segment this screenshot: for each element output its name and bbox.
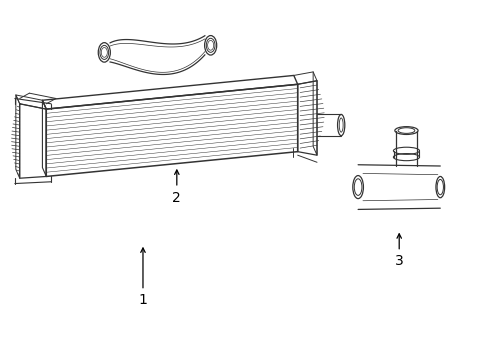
Text: 3: 3 — [394, 234, 403, 269]
Text: 1: 1 — [138, 248, 147, 307]
Text: 2: 2 — [172, 170, 181, 204]
